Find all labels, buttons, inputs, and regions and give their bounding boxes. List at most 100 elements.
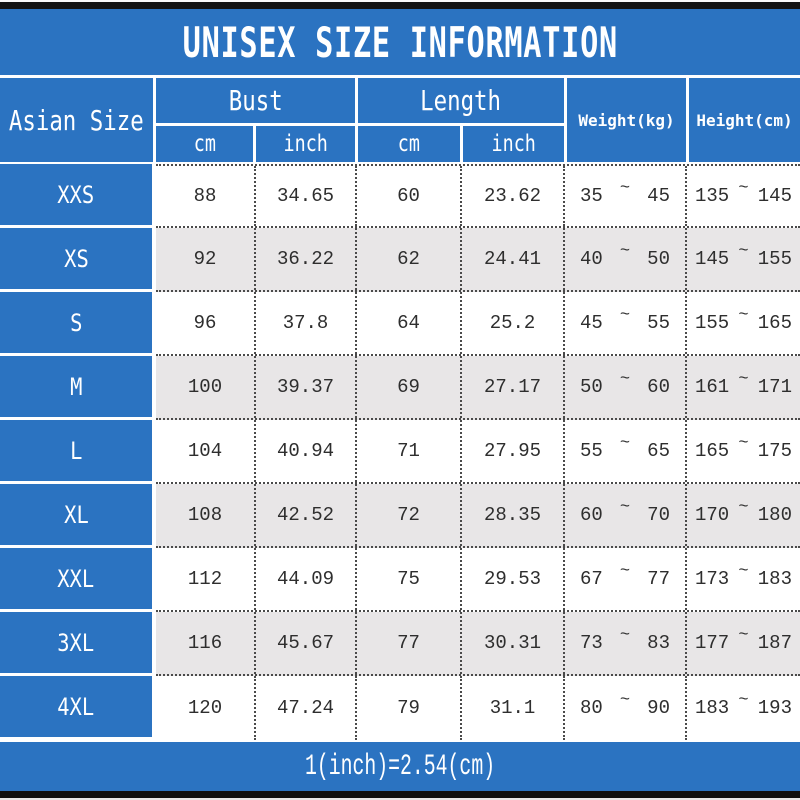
weight-min-value: 55 [580,440,603,462]
range-tilde: ~ [619,369,631,389]
weight-max-value: 60 [647,376,670,398]
size-label-cell: 3XL [0,612,156,676]
range-tilde: ~ [738,497,749,517]
col-header-length-inch-label: inch [491,131,536,157]
weight-min-value: 73 [580,632,603,654]
weight-range-cell: 60 ~ 70 [565,484,687,546]
size-label-cell: XXL [0,548,156,612]
weight-max-value: 77 [647,568,670,590]
row-values: 120 47.24 79 31.1 80 ~ 90 183 ~ 193 [156,676,800,740]
col-header-length-inch: inch [463,126,564,162]
range-tilde: ~ [738,369,749,389]
height-range-cell: 145 ~ 155 [687,228,800,290]
height-max-value: 180 [757,504,792,526]
weight-range-cell: 35 ~ 45 [565,166,687,226]
table-row: XXL 112 44.09 75 29.53 67 ~ 77 173 ~ 183 [0,548,800,612]
length-inch-value: 31.1 [462,676,565,740]
height-max-value: 165 [757,312,792,334]
bottom-black-bar [0,791,800,798]
length-inch-value: 30.31 [462,612,565,674]
weight-max-value: 55 [647,312,670,334]
weight-min-value: 40 [580,248,603,270]
size-label: 4XL [57,692,95,721]
range-tilde: ~ [619,433,631,453]
bust-cm-value: 116 [156,612,256,674]
weight-range-cell: 80 ~ 90 [565,676,687,740]
height-min-value: 183 [695,697,730,719]
bust-inch-value: 42.52 [256,484,357,546]
range-tilde: ~ [619,561,631,581]
length-cm-value: 60 [357,166,462,226]
col-header-length-cm: cm [358,126,460,162]
weight-range-cell: 40 ~ 50 [565,228,687,290]
col-header-bust-inch-label: inch [283,131,328,157]
row-values: 100 39.37 69 27.17 50 ~ 60 161 ~ 171 [156,356,800,420]
table-row: 4XL 120 47.24 79 31.1 80 ~ 90 183 ~ 193 [0,676,800,740]
table-row: M 100 39.37 69 27.17 50 ~ 60 161 ~ 171 [0,356,800,420]
height-range-cell: 135 ~ 145 [687,166,800,226]
table-row: XXS 88 34.65 60 23.62 35 ~ 45 135 ~ 145 [0,164,800,228]
height-range-cell: 161 ~ 171 [687,356,800,418]
table-header: Asian Size Bust Length Weight(kg) Height… [0,78,800,162]
length-cm-value: 71 [357,420,462,482]
weight-max-value: 50 [647,248,670,270]
height-min-value: 145 [695,248,730,270]
height-min-value: 165 [695,440,730,462]
table-row: 3XL 116 45.67 77 30.31 73 ~ 83 177 ~ 187 [0,612,800,676]
col-header-height: Height(cm) [689,78,800,162]
height-range-cell: 165 ~ 175 [687,420,800,482]
length-cm-value: 72 [357,484,462,546]
bust-cm-value: 92 [156,228,256,290]
length-cm-value: 75 [357,548,462,610]
size-label-cell: XS [0,228,156,292]
col-header-length: Length [358,78,564,123]
bust-cm-value: 100 [156,356,256,418]
weight-min-value: 35 [580,185,603,207]
height-max-value: 193 [757,697,792,719]
row-values: 112 44.09 75 29.53 67 ~ 77 173 ~ 183 [156,548,800,612]
range-tilde: ~ [619,625,631,645]
range-tilde: ~ [619,690,631,710]
size-label-cell: M [0,356,156,420]
weight-range-cell: 67 ~ 77 [565,548,687,610]
bust-inch-value: 44.09 [256,548,357,610]
col-header-length-label: Length [420,84,502,117]
length-inch-value: 23.62 [462,166,565,226]
height-max-value: 175 [757,440,792,462]
weight-max-value: 70 [647,504,670,526]
range-tilde: ~ [619,497,631,517]
size-label: XL [63,500,89,529]
range-tilde: ~ [738,690,749,710]
col-header-bust-cm: cm [156,126,253,162]
col-header-asian-size: Asian Size [0,78,153,162]
height-min-value: 161 [695,376,730,398]
weight-min-value: 50 [580,376,603,398]
height-max-value: 155 [757,248,792,270]
length-cm-value: 79 [357,676,462,740]
bust-inch-value: 36.22 [256,228,357,290]
row-values: 104 40.94 71 27.95 55 ~ 65 165 ~ 175 [156,420,800,484]
bottom-white-strip [0,798,800,800]
height-max-value: 171 [757,376,792,398]
title-band: UNISEX SIZE INFORMATION [0,9,800,75]
weight-max-value: 45 [647,185,670,207]
height-min-value: 155 [695,312,730,334]
weight-min-value: 45 [580,312,603,334]
bust-inch-value: 37.8 [256,292,357,354]
size-label-cell: S [0,292,156,356]
height-min-value: 135 [695,185,730,207]
footer-note-band: 1(inch)=2.54(cm) [0,740,800,791]
range-tilde: ~ [738,241,749,261]
col-header-weight-label: Weight(kg) [578,110,675,130]
col-header-weight: Weight(kg) [567,78,686,162]
height-min-value: 173 [695,568,730,590]
length-inch-value: 29.53 [462,548,565,610]
top-black-bar [0,2,800,9]
bust-inch-value: 47.24 [256,676,357,740]
height-max-value: 187 [757,632,792,654]
size-label: 3XL [57,628,95,657]
length-cm-value: 77 [357,612,462,674]
weight-range-cell: 55 ~ 65 [565,420,687,482]
size-label-cell: L [0,420,156,484]
